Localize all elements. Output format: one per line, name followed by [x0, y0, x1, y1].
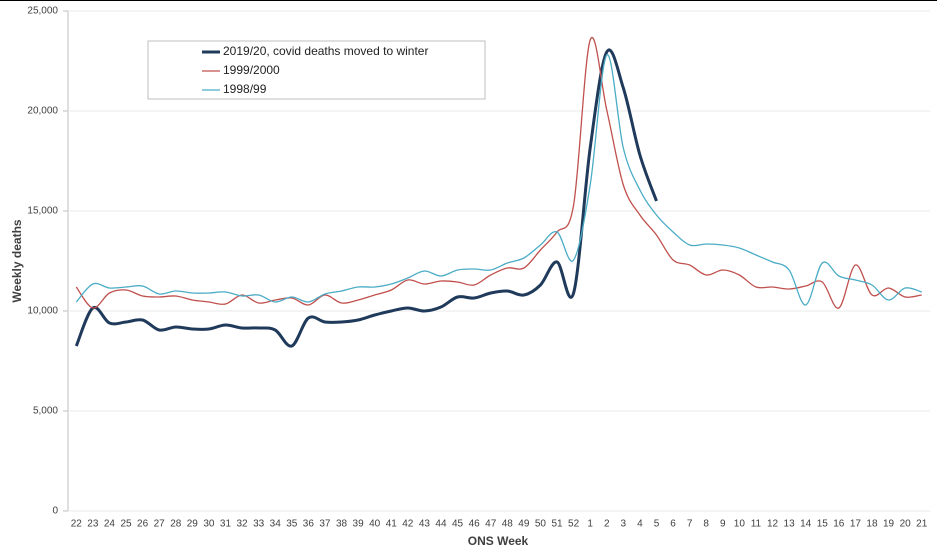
x-tick-label: 6: [670, 519, 676, 530]
x-tick-label: 37: [319, 519, 331, 530]
x-tick-label: 43: [419, 519, 431, 530]
x-tick-label: 23: [87, 519, 99, 530]
y-tick-label: 25,000: [27, 6, 58, 17]
x-tick-label: 33: [253, 519, 265, 530]
legend-label: 2019/20, covid deaths moved to winter: [223, 44, 428, 58]
y-tick-label: 15,000: [27, 206, 58, 217]
x-tick-label: 49: [518, 519, 530, 530]
x-tick-label: 24: [104, 519, 116, 530]
x-tick-label: 46: [469, 519, 481, 530]
x-tick-label: 9: [720, 519, 726, 530]
y-axis-title: Weekly deaths: [10, 219, 24, 302]
x-tick-label: 17: [850, 519, 862, 530]
x-tick-label: 39: [353, 519, 365, 530]
x-tick-label: 41: [386, 519, 398, 530]
x-tick-label: 45: [452, 519, 464, 530]
x-tick-label: 5: [654, 519, 660, 530]
x-tick-label: 11: [751, 519, 762, 530]
x-tick-label: 42: [402, 519, 414, 530]
y-tick-label: 10,000: [27, 306, 58, 317]
legend-label: 1998/99: [223, 82, 267, 96]
x-tick-label: 18: [866, 519, 878, 530]
x-tick-label: 20: [900, 519, 912, 530]
x-tick-label: 28: [170, 519, 182, 530]
x-tick-label: 27: [154, 519, 166, 530]
x-tick-label: 22: [71, 519, 83, 530]
x-axis-title: ONS Week: [468, 534, 529, 548]
y-tick-label: 5,000: [33, 406, 58, 417]
x-tick-label: 1: [587, 519, 593, 530]
x-tick-label: 48: [502, 519, 514, 530]
x-tick-label: 51: [551, 519, 563, 530]
series-line: [75, 36, 922, 309]
x-tick-label: 7: [687, 519, 693, 530]
x-tick-label: 32: [236, 519, 248, 530]
x-tick-label: 21: [916, 519, 928, 530]
x-tick-label: 47: [485, 519, 497, 530]
x-tick-label: 40: [369, 519, 381, 530]
x-tick-label: 44: [435, 519, 447, 530]
x-tick-label: 16: [833, 519, 845, 530]
x-tick-label: 35: [286, 519, 298, 530]
x-tick-label: 29: [187, 519, 199, 530]
x-tick-label: 31: [220, 519, 232, 530]
series-line: [74, 48, 658, 348]
x-tick-label: 38: [336, 519, 348, 530]
x-tick-label: 4: [637, 519, 643, 530]
x-tick-label: 50: [535, 519, 547, 530]
y-tick-label: 20,000: [27, 106, 58, 117]
series-line: [75, 54, 922, 306]
x-tick-label: 2: [604, 519, 610, 530]
x-tick-label: 30: [203, 519, 215, 530]
x-tick-label: 15: [817, 519, 829, 530]
x-tick-label: 10: [734, 519, 746, 530]
x-tick-label: 34: [270, 519, 282, 530]
x-tick-label: 14: [800, 519, 812, 530]
x-tick-label: 25: [120, 519, 132, 530]
x-tick-label: 36: [303, 519, 315, 530]
x-tick-label: 8: [703, 519, 709, 530]
x-tick-label: 3: [621, 519, 627, 530]
x-tick-label: 12: [767, 519, 779, 530]
x-tick-label: 52: [568, 519, 580, 530]
y-tick-label: 0: [52, 506, 58, 517]
x-tick-label: 13: [784, 519, 796, 530]
x-tick-label: 26: [137, 519, 149, 530]
legend-label: 1999/2000: [223, 63, 280, 77]
x-tick-label: 19: [883, 519, 895, 530]
